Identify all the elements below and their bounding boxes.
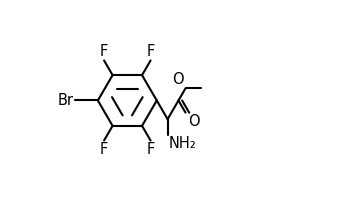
- Text: F: F: [146, 142, 155, 157]
- Text: O: O: [173, 72, 184, 87]
- Text: Br: Br: [57, 93, 73, 108]
- Text: F: F: [146, 44, 155, 59]
- Text: O: O: [188, 114, 200, 129]
- Text: F: F: [100, 44, 108, 59]
- Text: F: F: [100, 142, 108, 157]
- Text: NH₂: NH₂: [169, 136, 197, 151]
